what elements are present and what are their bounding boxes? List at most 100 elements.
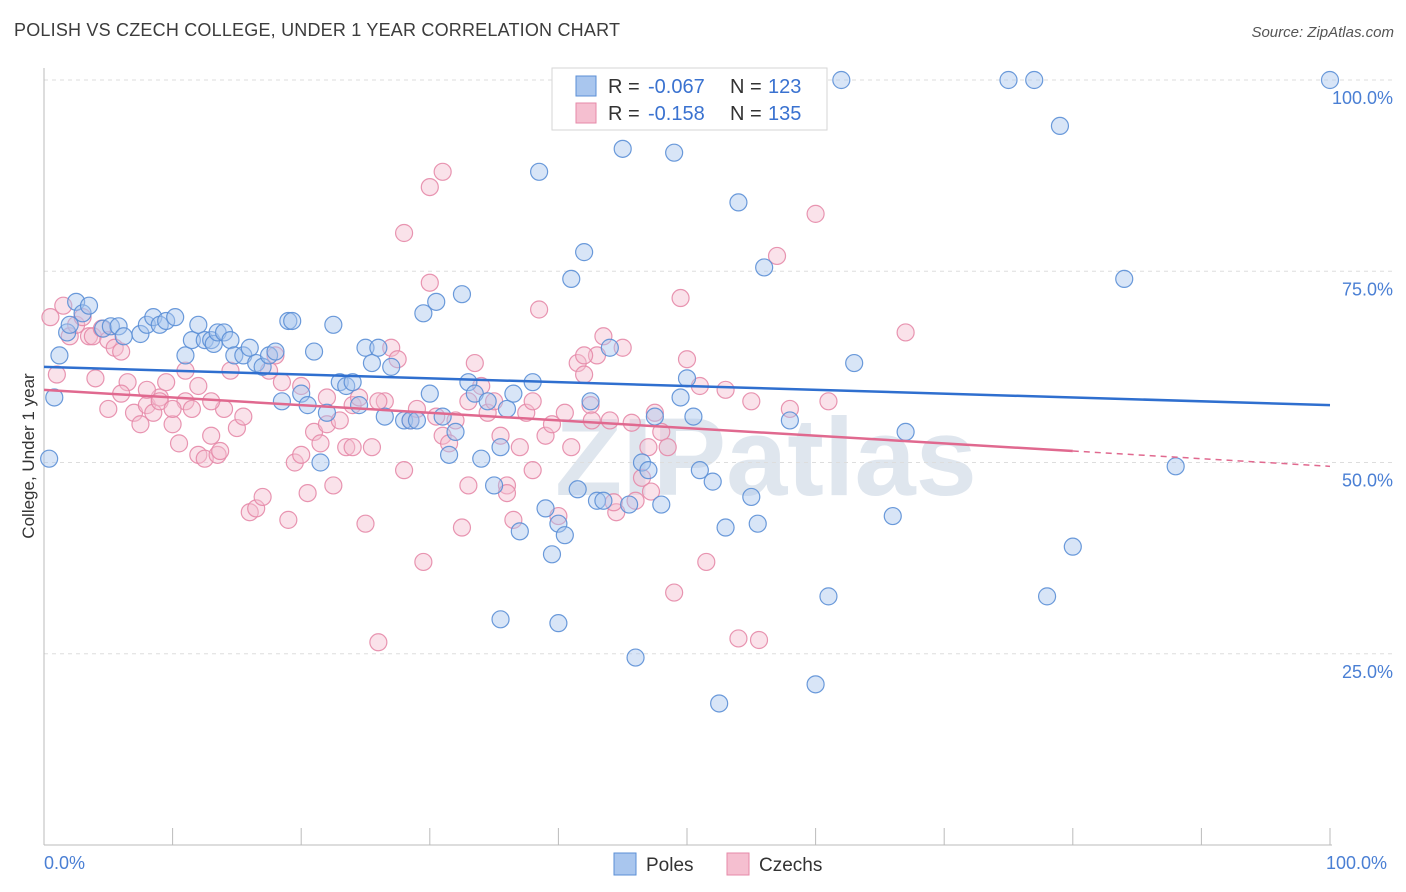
- czechs-point: [137, 380, 156, 399]
- czechs-point: [182, 399, 201, 419]
- czechs-point: [369, 633, 388, 652]
- czechs-point: [677, 350, 697, 369]
- czechs-point: [639, 438, 658, 457]
- poles-point: [1050, 116, 1070, 136]
- poles-point: [240, 338, 259, 357]
- axes: [43, 68, 1332, 846]
- czechs-point: [510, 438, 529, 457]
- legend-box: R = -0.067 N = 123 R = -0.158 N = 135: [551, 67, 828, 131]
- poles-point: [1320, 70, 1340, 90]
- legend-r-label-czechs: R =: [608, 103, 640, 125]
- czechs-point: [575, 346, 594, 365]
- czechs-point: [594, 327, 613, 346]
- czechs-point: [600, 411, 619, 430]
- poles-point: [742, 487, 761, 507]
- czechs-point: [394, 223, 414, 243]
- poles-point: [266, 342, 285, 361]
- poles-point: [343, 373, 362, 392]
- czechs-point: [523, 392, 542, 411]
- poles-point: [414, 304, 433, 323]
- poles-point: [530, 162, 549, 181]
- czechs-point: [671, 288, 690, 308]
- poles-point: [485, 476, 504, 495]
- poles-point: [504, 384, 523, 403]
- czechs-point: [806, 204, 825, 223]
- poles-point: [292, 384, 311, 403]
- poles-point: [472, 449, 491, 468]
- czechs-point: [227, 418, 246, 438]
- poles-point: [542, 545, 562, 564]
- czechs-point: [41, 308, 60, 327]
- czechs-point: [716, 380, 735, 399]
- czechs-point: [369, 392, 388, 411]
- poles-point: [1115, 269, 1134, 288]
- poles-point: [45, 388, 64, 407]
- source-label: Source: ZipAtlas.com: [1251, 24, 1394, 41]
- poles-point: [536, 499, 555, 518]
- y-tick-label: 75.0%: [1342, 279, 1393, 299]
- czechs-point: [742, 392, 761, 411]
- poles-point: [819, 587, 838, 606]
- legend-n-label-poles: N =: [730, 76, 762, 98]
- poles-point: [620, 495, 639, 514]
- poles-point: [1025, 70, 1044, 90]
- poles-point: [356, 338, 375, 357]
- czechs-point: [497, 476, 517, 495]
- legend-r-value-czechs: -0.158: [648, 103, 705, 125]
- czechs-point: [645, 403, 664, 422]
- czechs-point: [298, 484, 317, 503]
- poles-point: [283, 311, 302, 331]
- poles-point: [452, 285, 472, 304]
- poles-point: [671, 388, 690, 407]
- bottom-legend-label-poles: Poles: [646, 855, 694, 876]
- legend-swatch-poles: [575, 75, 597, 97]
- czechs-point: [169, 434, 189, 453]
- poles-point: [626, 648, 645, 667]
- legend-n-label-czechs: N =: [730, 103, 762, 125]
- poles-point: [176, 346, 195, 365]
- poles-point: [716, 518, 735, 537]
- czechs-point: [86, 369, 105, 388]
- bottom-legend: Poles Czechs: [613, 852, 822, 876]
- poles-point: [491, 438, 510, 457]
- legend-n-value-czechs: 135: [768, 103, 801, 125]
- poles-point: [806, 675, 825, 694]
- czechs-point: [253, 487, 272, 507]
- poles-point: [166, 308, 185, 327]
- czechs-point: [749, 630, 769, 650]
- czechs-point: [504, 510, 523, 529]
- czechs-point: [452, 518, 472, 537]
- y-tick-label: 100.0%: [1332, 88, 1393, 108]
- y-tick-labels: 25.0% 50.0% 75.0% 100.0%: [1332, 88, 1393, 682]
- poles-point: [420, 384, 439, 403]
- czechs-point: [131, 415, 150, 434]
- poles-point: [684, 407, 703, 426]
- czechs-point: [272, 373, 292, 392]
- poles-point: [433, 407, 452, 426]
- poles-point: [253, 357, 272, 376]
- czechs-point: [420, 178, 439, 197]
- bottom-legend-label-czechs: Czechs: [759, 855, 822, 876]
- poles-point: [710, 694, 729, 713]
- poles-point: [317, 403, 337, 422]
- poles-point: [157, 311, 176, 331]
- poles-point: [549, 514, 568, 533]
- series-czechs-points: [41, 162, 915, 652]
- poles-point: [832, 70, 851, 90]
- czechs-point: [362, 438, 382, 457]
- trend-line-czechs: [43, 388, 1073, 453]
- poles-point: [407, 411, 427, 430]
- poles-point: [575, 243, 594, 262]
- poles-point: [491, 610, 510, 629]
- bottom-legend-swatch-czechs: [726, 852, 750, 876]
- czechs-point: [99, 399, 118, 419]
- poles-point: [109, 317, 128, 336]
- poles-point: [478, 392, 497, 411]
- poles-point: [40, 449, 59, 468]
- legend-frame: [551, 67, 828, 131]
- czechs-point: [292, 445, 311, 464]
- poles-point: [1166, 457, 1185, 476]
- legend-r-value-poles: -0.067: [648, 76, 705, 98]
- trend-lines: [43, 365, 1331, 468]
